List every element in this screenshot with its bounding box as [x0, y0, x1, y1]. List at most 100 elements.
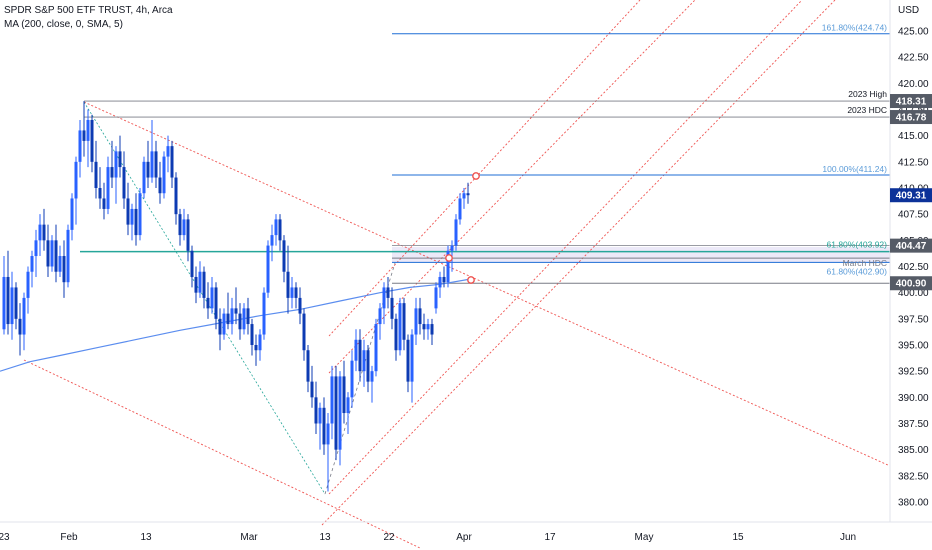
candle — [414, 297, 418, 345]
candle — [426, 318, 430, 340]
candle — [214, 282, 218, 330]
candle — [378, 303, 382, 340]
candle — [134, 193, 138, 246]
candle — [338, 371, 342, 466]
candle — [394, 313, 398, 361]
candle — [298, 287, 302, 325]
candle — [330, 365, 334, 440]
candle — [314, 381, 318, 434]
candle — [318, 402, 322, 450]
y-tick-label: 415.00 — [898, 131, 929, 142]
fib-618-a-price-tag — [890, 238, 932, 253]
candle — [402, 297, 406, 351]
y-tick-label: 400.00 — [898, 288, 929, 299]
high-2023-label: 2023 High — [848, 89, 887, 99]
price-axis-bg — [890, 0, 932, 522]
candle — [430, 318, 434, 345]
marker-circle-low — [467, 276, 475, 284]
candle — [22, 292, 26, 351]
y-tick-label: 387.50 — [898, 419, 929, 430]
candle — [374, 318, 378, 377]
candle — [242, 303, 246, 335]
candle — [278, 214, 282, 251]
y-tick-label: 382.50 — [898, 471, 929, 482]
candle — [254, 334, 258, 366]
x-tick-label: Apr — [456, 532, 472, 543]
candle — [186, 214, 190, 262]
candle — [274, 214, 278, 246]
candle — [250, 318, 254, 356]
y-tick-label: 407.50 — [898, 210, 929, 221]
candle — [342, 360, 346, 424]
marker-circle-top — [472, 172, 480, 180]
march-hdc-zone — [392, 247, 890, 263]
candle — [210, 276, 214, 314]
candle — [454, 214, 458, 251]
candle — [362, 339, 366, 387]
x-tick-label: Mar — [240, 532, 258, 543]
candle — [290, 276, 294, 309]
candle — [38, 214, 42, 257]
upward-channel — [321, 0, 836, 526]
chart-title: SPDR S&P 500 ETF TRUST, 4h, Arca — [4, 5, 173, 16]
candle — [14, 282, 18, 330]
candle — [302, 308, 306, 361]
candle — [346, 392, 350, 434]
fib-618-a-price-tag-text: 404.47 — [896, 241, 927, 252]
y-tick-label: 402.50 — [898, 262, 929, 273]
candle — [118, 135, 122, 178]
candle — [50, 235, 54, 272]
candle — [6, 250, 10, 335]
candle — [90, 114, 94, 173]
x-tick-label: 17 — [544, 532, 556, 543]
candle — [366, 345, 370, 393]
x-tick-label: Jun — [840, 532, 856, 543]
candle — [418, 297, 422, 335]
currency-label: USD — [898, 5, 919, 16]
candle — [174, 172, 178, 225]
candle — [74, 156, 78, 225]
candle — [262, 287, 266, 340]
candle — [126, 182, 130, 236]
y-tick-label: 392.50 — [898, 367, 929, 378]
candle — [358, 329, 362, 382]
candle — [230, 297, 234, 335]
candle — [194, 266, 198, 304]
y-tick-label: 385.00 — [898, 445, 929, 456]
candle — [98, 167, 102, 209]
candle — [66, 224, 70, 288]
y-tick-label: 420.00 — [898, 79, 929, 90]
candle — [114, 146, 118, 204]
candle — [150, 119, 154, 183]
candle — [462, 188, 466, 209]
candle — [286, 245, 290, 314]
y-tick-label: 422.50 — [898, 53, 929, 64]
x-tick-label: 13 — [319, 532, 331, 543]
candle — [58, 245, 62, 277]
x-tick-label: 15 — [732, 532, 744, 543]
candle — [350, 350, 354, 408]
y-tick-label: 412.50 — [898, 157, 929, 168]
y-tick-label: 380.00 — [898, 498, 929, 509]
candle — [266, 240, 270, 298]
candle — [54, 224, 58, 283]
candle — [158, 161, 162, 204]
marker-circle-mid — [445, 254, 453, 262]
y-tick-label: 390.00 — [898, 393, 929, 404]
high-2023-price-tag — [890, 94, 932, 109]
candle — [354, 329, 358, 372]
candle — [130, 203, 134, 241]
candle — [294, 282, 298, 309]
candle — [26, 266, 30, 314]
candle — [202, 266, 206, 309]
last-price-text: 409.31 — [896, 191, 927, 202]
candle — [422, 313, 426, 340]
candle — [86, 109, 90, 168]
candle — [226, 292, 230, 330]
candle — [46, 224, 50, 277]
candle — [18, 303, 22, 356]
candle — [162, 151, 166, 199]
march-hdc-label: March HDC — [843, 258, 887, 268]
